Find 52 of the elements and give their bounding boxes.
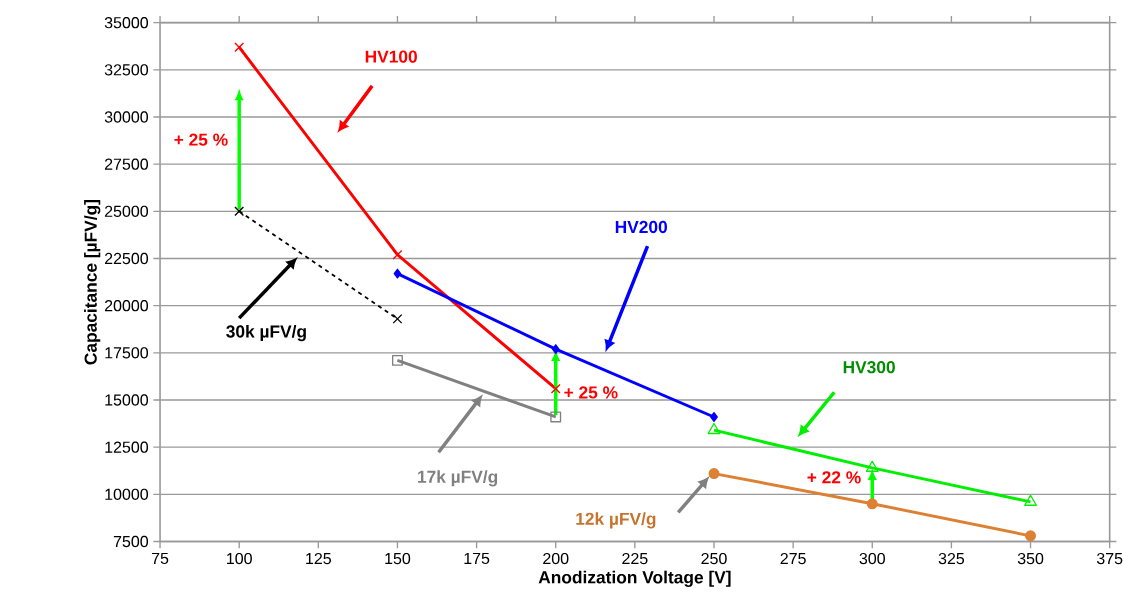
point: [1025, 530, 1037, 542]
x-tick-label: 225: [622, 552, 648, 565]
y-tick-label: 12500: [105, 441, 149, 453]
text: 12k µFV/g: [576, 512, 656, 529]
point: [234, 206, 245, 217]
y-tick-label: 15000: [105, 394, 149, 406]
x-tick-label: 350: [1017, 552, 1044, 565]
point: [393, 268, 402, 279]
x-tick-label: 175: [464, 552, 490, 564]
point: [550, 383, 561, 394]
point: [707, 422, 721, 435]
y-tick-label: 22500: [104, 252, 149, 265]
annotation: + 25 %: [174, 133, 228, 146]
annotation: + 25 %: [564, 386, 618, 399]
x-tick-label: 125: [306, 552, 331, 565]
x-tick-label: 200: [543, 552, 569, 565]
point: [391, 354, 403, 366]
annotation: + 22 %: [807, 471, 861, 484]
point: [551, 344, 560, 354]
y-tick-label: 20000: [104, 299, 149, 312]
point: [392, 249, 403, 260]
point: [865, 460, 879, 472]
point: [1024, 494, 1037, 506]
y-tick-label: 27500: [104, 158, 149, 170]
x-tick-label: 150: [385, 552, 411, 565]
x-tick-label: 275: [780, 552, 806, 565]
x-axis-title: Anodization Voltage [V]: [538, 570, 731, 587]
y-tick-label: 10000: [105, 488, 149, 500]
point: [392, 313, 403, 324]
y-axis-title: Capacitance [µFV/g]: [84, 199, 101, 365]
x-tick-label: 75: [151, 552, 169, 564]
x-tick-label: 100: [227, 552, 252, 565]
point: [550, 411, 562, 423]
x-tick-label: 300: [859, 552, 885, 565]
y-tick-label: 32500: [104, 64, 149, 76]
y-tick-label: 25000: [104, 205, 149, 217]
x-tick-label: 325: [938, 552, 965, 565]
y-tick-label: 7500: [113, 535, 149, 548]
text: HV100: [365, 50, 417, 63]
point: [708, 468, 720, 479]
point: [710, 411, 718, 422]
text: HV300: [843, 360, 895, 374]
y-tick-label: 30000: [104, 111, 149, 123]
y-tick-label: 17500: [105, 347, 149, 359]
text: 17k µFV/g: [418, 470, 498, 487]
point: [234, 42, 245, 53]
x-tick-label: 250: [701, 552, 727, 565]
text: 30k µFV/g: [226, 324, 306, 342]
x-tick-label: 375: [1096, 552, 1123, 565]
text: HV200: [615, 220, 667, 234]
y-tick-label: 35000: [104, 16, 149, 29]
point: [866, 498, 878, 510]
